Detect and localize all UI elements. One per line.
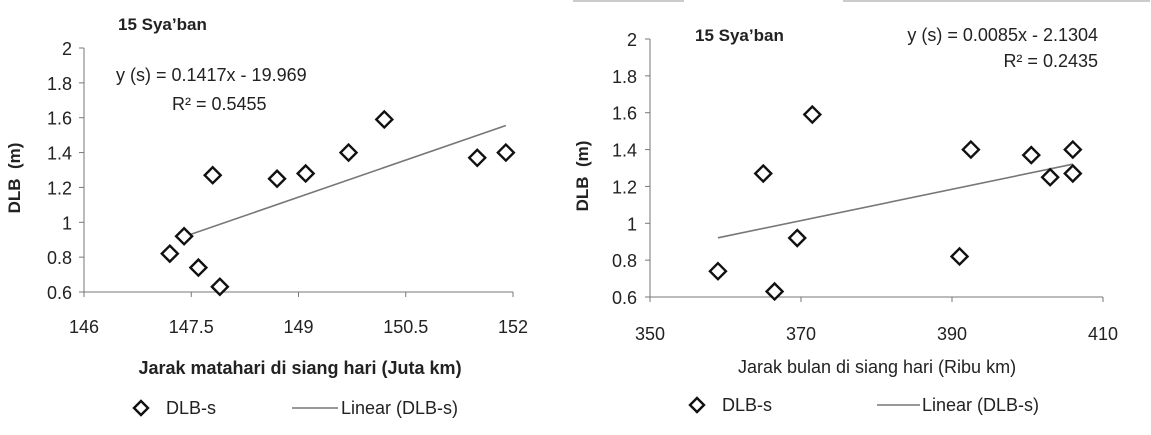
chart-1-trendline-equation: y (s) = 0.1417x - 19.969 [116, 65, 307, 85]
chart-2-y-tick-label: 1.8 [612, 67, 637, 87]
chart-1-x-tick-label: 147.5 [169, 317, 214, 337]
chart-1-title: 15 Sya’ban [118, 15, 207, 34]
chart-2-data-point [1021, 145, 1041, 165]
chart-1-y-tick-label: 1.2 [47, 178, 72, 198]
chart-2-x-tick-label: 410 [1088, 324, 1118, 344]
chart-2-data-point [787, 228, 807, 248]
chart-2-data-point [802, 104, 823, 125]
chart-2-y-tick-label: 1.4 [612, 141, 637, 161]
chart-1-r-squared: R² = 0.5455 [172, 94, 267, 114]
chart-1-x-tick-label: 152 [498, 317, 528, 337]
chart-1-data-point [203, 165, 223, 185]
chart-1-data-point [160, 243, 180, 264]
chart-1-x-tick-label: 150.5 [383, 317, 428, 337]
chart-1-data-point [295, 163, 316, 184]
chart-2-title: 15 Sya’ban [695, 26, 784, 45]
chart-2-y-tick-label: 1.6 [612, 104, 637, 124]
chart-1-trendline [183, 124, 507, 238]
chart-2-data-point [1063, 139, 1083, 160]
chart-1-data-point [338, 142, 359, 163]
chart-1-x-tick-label: 146 [69, 317, 99, 337]
chart-2-data-point [753, 163, 773, 184]
chart-1-y-tick-label: 1.8 [47, 74, 72, 94]
chart-1-data-point [467, 148, 487, 168]
chart-1-y-tick-label: 0.8 [47, 248, 72, 268]
chart-1-y-axis-label: DLB (m) [5, 143, 24, 214]
chart-2-y-tick-label: 0.8 [612, 251, 637, 271]
chart-1-y-tick-label: 1.4 [47, 144, 72, 164]
chart-2-legend-label-dlb-s: DLB-s [722, 395, 772, 415]
chart-1-x-tick-label: 149 [283, 317, 313, 337]
chart-1-data-point [188, 257, 209, 278]
chart-1-data-point [174, 226, 194, 246]
chart-1-legend-label-linear: Linear (DLB-s) [341, 398, 458, 418]
chart-2-trendline-equation: y (s) = 0.0085x - 2.1304 [907, 25, 1098, 45]
chart-2-x-tick-label: 370 [786, 324, 816, 344]
chart-1-y-tick-label: 0.6 [47, 283, 72, 303]
chart-1-data-point [267, 169, 287, 189]
chart-2-y-tick-label: 0.6 [612, 288, 637, 308]
chart-2-data-point [949, 246, 970, 267]
chart-2-y-tick-label: 2 [627, 30, 637, 50]
chart-2-data-point [961, 139, 981, 160]
chart-2-x-tick-label: 390 [937, 324, 967, 344]
chart-2-data-point [1040, 167, 1060, 187]
chart-1-x-axis-label: Jarak matahari di siang hari (Juta km) [138, 358, 461, 378]
chart-2-data-point [1063, 163, 1083, 184]
chart-2-y-tick-label: 1 [627, 214, 637, 234]
chart-2-data-point [708, 261, 728, 281]
chart-1-legend-marker-dlb-s [132, 399, 150, 417]
chart-1-y-tick-label: 2 [62, 39, 72, 59]
chart-1-data-point [210, 277, 230, 297]
chart-2-r-squared: R² = 0.2435 [1003, 51, 1098, 71]
chart-1-data-point [496, 142, 516, 163]
chart-2-data-point [764, 281, 785, 302]
chart-2-y-tick-label: 1.2 [612, 177, 637, 197]
chart-2-y-axis-label: DLB (m) [573, 141, 592, 212]
chart-1-y-tick-label: 1 [62, 213, 72, 233]
chart-2-legend-marker-dlb-s [688, 396, 706, 414]
chart-1-legend-label-dlb-s: DLB-s [166, 398, 216, 418]
chart-1-data-point [374, 109, 394, 130]
chart-2-legend-label-linear: Linear (DLB-s) [922, 395, 1039, 415]
chart-1-y-tick-label: 1.6 [47, 109, 72, 129]
chart-2-trendline [717, 163, 1073, 239]
chart-2-x-tick-label: 350 [635, 324, 665, 344]
chart-2-x-axis-label: Jarak bulan di siang hari (Ribu km) [738, 357, 1016, 377]
